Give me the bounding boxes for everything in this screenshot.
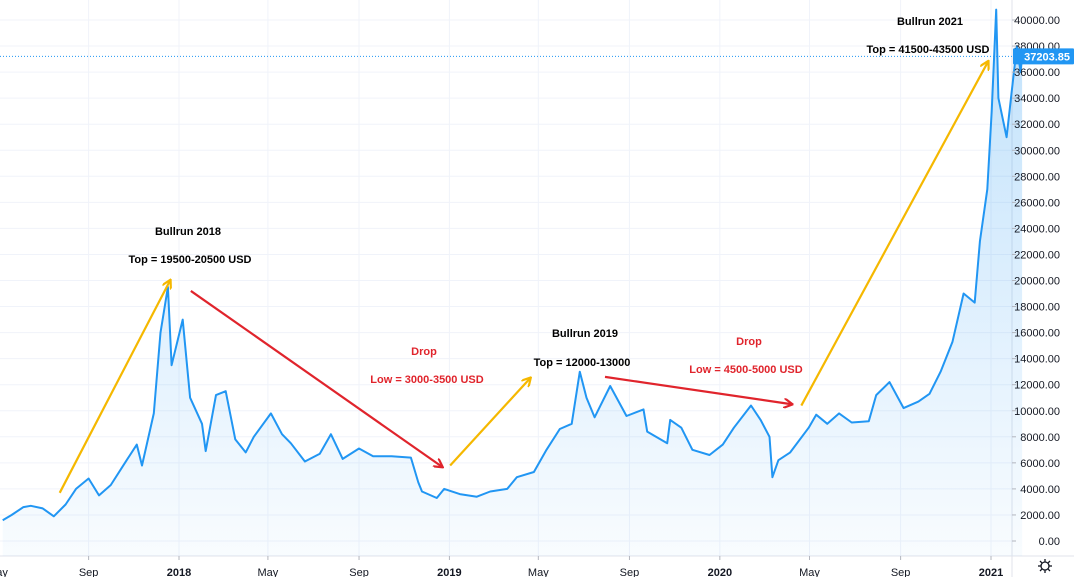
y-tick-label: 34000.00 xyxy=(1014,93,1060,105)
yellow-arrow xyxy=(449,378,530,467)
annotation-text: Low = 4500-5000 USD xyxy=(689,364,802,376)
y-tick-label: 12000.00 xyxy=(1014,380,1060,392)
y-tick-label: 26000.00 xyxy=(1014,197,1060,209)
y-tick-label: 40000.00 xyxy=(1014,15,1060,27)
x-tick-label: Sep xyxy=(79,567,99,577)
annotation-text: Top = 12000-13000 xyxy=(534,357,631,369)
series-layer xyxy=(2,8,1024,557)
y-tick-label: 30000.00 xyxy=(1014,145,1060,157)
arrow-annotations xyxy=(58,62,988,494)
x-tick-label: Sep xyxy=(349,567,369,577)
red-arrow xyxy=(604,375,792,404)
annotation-text: Top = 19500-20500 USD xyxy=(129,254,252,266)
x-axis[interactable]: May Sep 2018 May Sep 2019 May Sep 2020 May Sep 2021 xyxy=(0,556,1003,577)
yellow-arrow xyxy=(800,62,988,407)
y-tick-label: 4000.00 xyxy=(1020,484,1060,496)
y-tick-label: 36000.00 xyxy=(1014,67,1060,79)
x-tick-label: Sep xyxy=(620,567,640,577)
red-arrow xyxy=(190,290,442,467)
y-tick-label: 28000.00 xyxy=(1014,171,1060,183)
series-area xyxy=(2,9,1023,557)
y-tick-label: 6000.00 xyxy=(1020,458,1060,470)
last-price-label: 37203.85 xyxy=(1024,51,1070,63)
y-tick-label: 20000.00 xyxy=(1014,276,1060,288)
x-tick-label: May xyxy=(0,567,8,577)
annotation-text: Drop xyxy=(411,346,437,358)
x-tick-label: May xyxy=(799,567,820,577)
y-tick-label: 32000.00 xyxy=(1014,119,1060,131)
chart-settings-button[interactable] xyxy=(1038,559,1052,573)
y-tick-label: 18000.00 xyxy=(1014,302,1060,314)
y-tick-label: 14000.00 xyxy=(1014,354,1060,366)
y-tick-label: 10000.00 xyxy=(1014,406,1060,418)
x-tick-label: Sep xyxy=(891,567,911,577)
x-tick-label: 2020 xyxy=(708,567,732,577)
gear-icon[interactable] xyxy=(1038,559,1052,573)
y-tick-label: 16000.00 xyxy=(1014,328,1060,340)
yellow-arrow xyxy=(58,281,170,494)
annotation-text: Bullrun 2018 xyxy=(155,226,221,238)
annotation-text: Bullrun 2021 xyxy=(897,16,963,28)
y-tick-label: 24000.00 xyxy=(1014,223,1060,235)
x-tick-label: May xyxy=(528,567,549,577)
annotation-text: Bullrun 2019 xyxy=(552,328,618,340)
last-price-badge xyxy=(1013,48,1074,65)
y-tick-label: 0.00 xyxy=(1039,536,1060,548)
x-tick-label: 2021 xyxy=(979,567,1003,577)
text-annotations: Bullrun 2018 Top = 19500-20500 USD Drop Low… xyxy=(129,16,990,386)
x-tick-label: May xyxy=(258,567,279,577)
x-tick-label: 2019 xyxy=(437,567,461,577)
annotation-text: Top = 41500-43500 USD xyxy=(867,44,990,56)
annotation-text: Low = 3000-3500 USD xyxy=(370,374,483,386)
annotation-text: Drop xyxy=(736,336,762,348)
x-tick-label: 2018 xyxy=(167,567,191,577)
y-tick-label: 22000.00 xyxy=(1014,249,1060,261)
last-price-marker: 37203.85 xyxy=(0,48,1074,65)
y-tick-label: 2000.00 xyxy=(1020,510,1060,522)
series-line xyxy=(2,8,1024,522)
y-tick-label: 8000.00 xyxy=(1020,432,1060,444)
